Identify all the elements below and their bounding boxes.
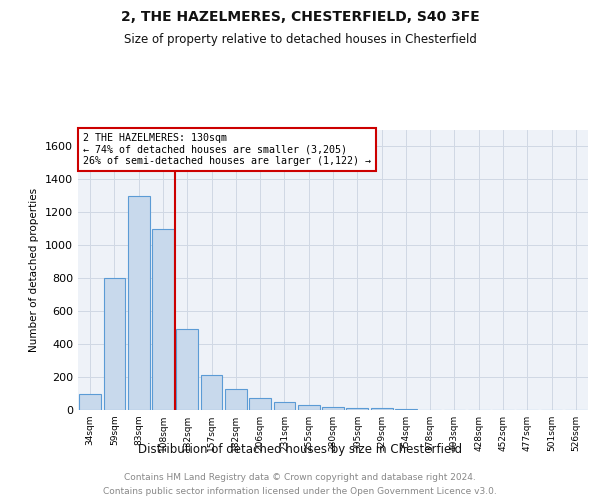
Bar [298, 405, 320, 410]
Text: Contains public sector information licensed under the Open Government Licence v3: Contains public sector information licen… [103, 488, 497, 496]
Text: 2, THE HAZELMERES, CHESTERFIELD, S40 3FE: 2, THE HAZELMERES, CHESTERFIELD, S40 3FE [121, 10, 479, 24]
Bar [200, 374, 223, 410]
Bar [176, 330, 198, 410]
Bar [371, 408, 392, 410]
Y-axis label: Number of detached properties: Number of detached properties [29, 188, 40, 352]
Bar [128, 196, 149, 410]
Bar [79, 394, 101, 410]
Bar [395, 409, 417, 410]
Text: Size of property relative to detached houses in Chesterfield: Size of property relative to detached ho… [124, 32, 476, 46]
Bar [274, 402, 295, 410]
Text: Contains HM Land Registry data © Crown copyright and database right 2024.: Contains HM Land Registry data © Crown c… [124, 472, 476, 482]
Bar [346, 408, 368, 410]
Bar [322, 406, 344, 410]
Bar [249, 398, 271, 410]
Bar [225, 388, 247, 410]
Text: Distribution of detached houses by size in Chesterfield: Distribution of detached houses by size … [138, 442, 462, 456]
Bar [104, 278, 125, 410]
Text: 2 THE HAZELMERES: 130sqm
← 74% of detached houses are smaller (3,205)
26% of sem: 2 THE HAZELMERES: 130sqm ← 74% of detach… [83, 133, 371, 166]
Bar [152, 229, 174, 410]
